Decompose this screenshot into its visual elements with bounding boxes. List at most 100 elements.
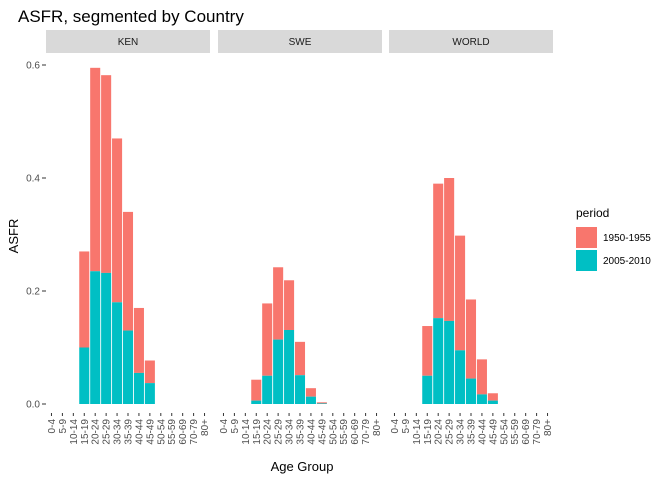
bar-1950-1955-15-19 [251,379,262,401]
bar-1950-1955-35-39 [294,341,306,376]
bar-1950-1955-35-39 [122,211,134,331]
bar-2005-2010-35-39 [294,375,306,404]
bar-1950-1955-45-49 [144,360,155,384]
bar-2005-2010-25-29 [101,272,112,404]
legend-label-1950-1955: 1950-1955 [603,233,651,244]
bar-1950-1955-30-34 [284,280,295,330]
bar-2005-2010-40-44 [305,396,316,404]
bar-2005-2010-40-44 [133,372,144,404]
x-tick-label: 35-39 [296,419,307,445]
facet-strip [46,30,210,53]
x-tick-label: 70-79 [532,419,543,445]
y-axis-title: ASFR [6,219,21,254]
x-tick-label: 15-19 [423,419,434,445]
x-tick-label: 10-14 [412,419,423,445]
x-tick-label: 20-24 [263,419,274,445]
x-tick-label: 50-54 [328,419,339,445]
y-tick-label: 0.0 [26,400,40,411]
bar-1950-1955-15-19 [79,251,90,348]
x-tick-label: 50-54 [156,419,167,445]
x-tick-label: 0-4 [219,419,230,434]
x-tick-label: 45-49 [145,419,156,445]
x-tick-label: 10-14 [69,419,80,445]
x-tick-label: 55-59 [167,419,178,445]
bar-1950-1955-45-49 [316,402,327,404]
x-tick-label: 55-59 [339,419,350,445]
x-tick-label: 55-59 [510,419,521,445]
facet-strip-label: SWE [289,37,312,48]
bar-1950-1955-40-44 [476,359,487,395]
bar-1950-1955-25-29 [273,267,284,340]
x-tick-label: 80+ [372,419,383,436]
x-tick-label: 20-24 [91,419,102,445]
bar-1950-1955-20-24 [262,303,273,376]
bar-1950-1955-25-29 [444,178,455,321]
bar-2005-2010-20-24 [262,375,273,404]
facet-strip [218,30,382,53]
x-tick-label: 20-24 [434,419,445,445]
bar-2005-2010-30-34 [284,329,295,404]
x-tick-label: 60-69 [521,419,532,445]
x-tick-label: 60-69 [350,419,361,445]
y-tick-label: 0.2 [26,287,40,298]
x-tick-label: 5-9 [58,419,69,434]
bar-1950-1955-40-44 [305,388,316,397]
bar-1950-1955-35-39 [465,299,477,379]
bar-2005-2010-30-34 [112,302,123,404]
x-tick-label: 0-4 [47,419,58,434]
legend-swatch-2005-2010 [576,250,597,271]
facet-panel-world: WORLD 0-4 5-9 10-14 15-19 20-24 25-29 30-34 35-3… [389,30,554,445]
bar-2005-2010-15-19 [251,400,262,404]
bar-2005-2010-25-29 [273,339,284,404]
x-tick-label: 80+ [543,419,554,436]
legend-label-2005-2010: 2005-2010 [603,256,651,267]
legend-items: 1950-1955 2005-2010 [576,227,651,271]
legend-swatch-1950-1955 [576,227,597,248]
bar-2005-2010-20-24 [90,271,101,404]
x-tick-label: 30-34 [456,419,467,445]
bar-2005-2010-45-49 [316,403,327,404]
bar-2005-2010-40-44 [476,394,487,404]
bar-2005-2010-15-19 [79,347,90,404]
legend: period 1950-1955 2005-2010 [576,206,651,271]
bar-2005-2010-25-29 [444,320,455,404]
bar-2005-2010-30-34 [455,350,466,404]
x-tick-label: 15-19 [252,419,263,445]
x-tick-label: 0-4 [390,419,401,434]
x-tick-label: 25-29 [274,419,285,445]
x-tick-label: 5-9 [230,419,241,434]
bar-1950-1955-30-34 [112,138,123,303]
x-tick-label: 45-49 [488,419,499,445]
x-tick-label: 5-9 [401,419,412,434]
x-tick-label: 40-44 [477,419,488,445]
x-tick-label: 30-34 [285,419,296,445]
bar-1950-1955-25-29 [101,75,112,273]
x-tick-label: 70-79 [189,419,200,445]
y-tick-label: 0.6 [26,61,40,72]
x-tick-label: 35-39 [124,419,135,445]
x-tick-label: 30-34 [113,419,124,445]
x-tick-label: 45-49 [317,419,328,445]
bar-2005-2010-35-39 [465,378,477,404]
x-tick-label: 15-19 [80,419,91,445]
bar-2005-2010-45-49 [487,400,498,404]
x-tick-label: 50-54 [499,419,510,445]
bar-1950-1955-15-19 [422,326,433,376]
x-tick-label: 25-29 [445,419,456,445]
x-tick-label: 80+ [200,419,211,436]
bar-1950-1955-20-24 [433,183,444,319]
bar-1950-1955-30-34 [455,235,466,351]
x-tick-label: 25-29 [102,419,113,445]
y-tick-label: 0.4 [26,174,40,185]
bar-1950-1955-45-49 [487,393,498,401]
bar-2005-2010-20-24 [433,318,444,404]
x-tick-label: 60-69 [178,419,189,445]
bar-2005-2010-35-39 [122,330,134,404]
x-tick-label: 70-79 [361,419,372,445]
legend-title: period [576,206,609,220]
x-axis-title: Age Group [271,459,334,474]
